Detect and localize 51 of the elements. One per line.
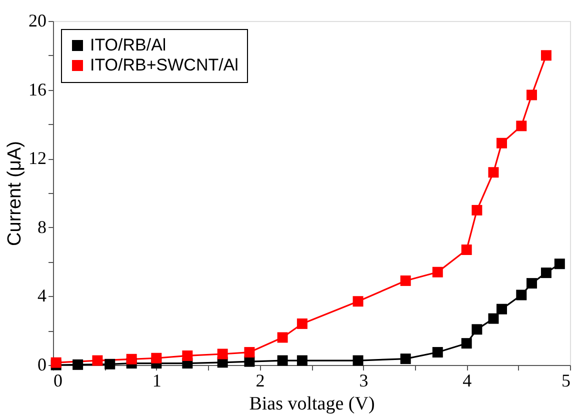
x-tick-label: 0 <box>54 370 62 390</box>
point <box>472 324 482 335</box>
point <box>182 350 193 361</box>
point <box>516 120 527 132</box>
legend-label: ITO/RB/Al <box>90 36 166 54</box>
point <box>50 357 62 368</box>
point <box>352 355 364 366</box>
x-axis-title: Bias voltage (V) <box>249 394 375 414</box>
y-tick-label: 8 <box>38 216 46 237</box>
point <box>352 296 364 307</box>
point <box>277 355 288 366</box>
point <box>461 338 472 349</box>
point <box>472 204 482 216</box>
x-tick-label: 4 <box>462 370 472 390</box>
legend-label: ITO/RB+SWCNT/Al <box>90 56 238 74</box>
point <box>217 348 228 360</box>
point <box>244 347 255 358</box>
y-axis-title: Current (μA) <box>4 141 26 246</box>
point <box>540 268 552 278</box>
point <box>488 313 499 324</box>
point <box>104 358 116 370</box>
point <box>126 354 137 364</box>
x-tick-label: 1 <box>152 370 162 390</box>
point <box>554 258 565 270</box>
point <box>92 355 103 366</box>
y-tick-label: 12 <box>28 148 46 168</box>
point <box>432 266 443 278</box>
y-tick-label: 0 <box>38 354 46 374</box>
y-tick-label: 4 <box>38 286 46 306</box>
y-tick-label: 16 <box>28 79 46 100</box>
point <box>496 138 507 148</box>
point <box>540 50 552 61</box>
point <box>72 359 84 370</box>
point <box>400 354 411 364</box>
y-tick-label: 20 <box>28 10 46 30</box>
point <box>526 278 537 289</box>
x-tick-label: 3 <box>359 370 368 390</box>
point <box>277 332 288 343</box>
point <box>151 352 162 364</box>
point <box>526 90 537 100</box>
point <box>496 304 507 314</box>
point <box>400 275 411 286</box>
point <box>296 355 308 366</box>
point <box>516 290 527 300</box>
point <box>488 167 499 178</box>
x-tick-label: 5 <box>562 370 570 390</box>
point <box>461 244 472 256</box>
point <box>244 356 255 367</box>
x-tick-label: 2 <box>256 370 265 390</box>
point <box>296 318 308 329</box>
point <box>432 347 443 358</box>
